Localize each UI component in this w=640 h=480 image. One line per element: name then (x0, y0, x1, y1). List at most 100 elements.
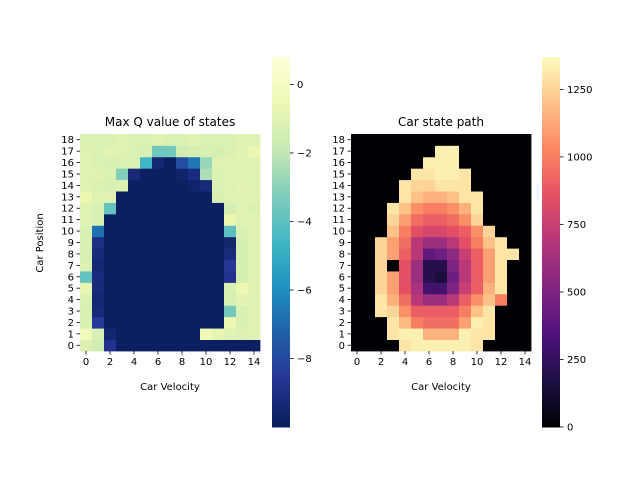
heatmap-cell (447, 282, 460, 295)
heatmap-cell (128, 339, 141, 352)
heatmap-cell (116, 328, 129, 340)
colorbar-segment (542, 66, 560, 70)
heatmap-cell (507, 328, 520, 340)
heatmap-cell (188, 225, 201, 238)
heatmap-cell (188, 179, 201, 192)
colorbar-segment (272, 291, 290, 295)
y-tick-label: 11 (332, 215, 345, 226)
heatmap-cell (176, 328, 189, 340)
car-state-path-heatmap: Car state path 0 2 4 6 8 10 12 14 0123456789101… (332, 57, 592, 434)
colorbar-segment (272, 386, 290, 391)
heatmap-cell (188, 191, 201, 203)
heatmap-cell (411, 145, 424, 158)
colorbar-segment (272, 106, 290, 110)
colorbar-segment (542, 251, 560, 255)
heatmap-cell (483, 213, 496, 226)
heatmap-cell (152, 248, 165, 261)
colorbar-segment (542, 275, 560, 280)
x-tick-label: 2 (107, 357, 113, 368)
heatmap-cell (351, 248, 364, 261)
heatmap-cell (423, 248, 436, 261)
heatmap-cell (212, 248, 225, 261)
heatmap-cell (116, 225, 129, 238)
heatmap-cell (176, 293, 189, 306)
colorbar-tick-label: 1000 (567, 152, 592, 163)
heatmap-cell (164, 236, 177, 249)
colorbar-segment (542, 171, 560, 175)
heatmap-cell (248, 328, 261, 340)
heatmap-cell (212, 134, 225, 146)
colorbar-segment (272, 300, 290, 305)
heatmap-cell (92, 156, 105, 169)
heatmap-cell (363, 134, 376, 146)
heatmap-cell (176, 316, 189, 329)
colorbar-segment (542, 183, 560, 187)
heatmap-cell (140, 316, 153, 329)
y-tick-label: 10 (61, 227, 74, 238)
colorbar-segment (542, 134, 560, 138)
colorbar-segment (272, 103, 290, 107)
heatmap-cell (224, 213, 237, 226)
colorbar-segment (272, 121, 290, 126)
heatmap-cell (224, 145, 237, 158)
colorbar-segment (542, 152, 560, 157)
heatmap-cell (116, 156, 129, 169)
colorbar-segment (272, 312, 290, 317)
colorbar-segment (272, 155, 290, 160)
heatmap-cell (495, 305, 508, 318)
heatmap-cell (236, 271, 249, 283)
heatmap-cell (212, 271, 225, 283)
heatmap-cell (363, 282, 376, 295)
heatmap-cell (411, 271, 424, 283)
colorbar-segment (272, 377, 290, 382)
colorbar-segment (542, 87, 560, 92)
heatmap-cell (152, 156, 165, 169)
heatmap-cell (248, 202, 261, 215)
colorbar: 0 −2 −4 −6 −8 (272, 57, 312, 428)
heatmap-cell (459, 305, 472, 318)
heatmap-cell (411, 134, 424, 146)
heatmap-cell (423, 305, 436, 318)
colorbar-segment (542, 192, 560, 197)
x-tick-label: 2 (378, 357, 384, 368)
colorbar-segment (272, 189, 290, 194)
heatmap-cell (423, 145, 436, 158)
x-tick-label: 14 (248, 357, 261, 368)
colorbar-tick-label: 0 (567, 423, 573, 434)
y-tick-label: 3 (68, 307, 74, 318)
colorbar-segment (272, 374, 290, 379)
colorbar-segment (272, 177, 290, 181)
heatmap-cell (363, 145, 376, 158)
heatmap-cell (519, 271, 532, 283)
colorbar: 0 250 500 750 1000 1250 (542, 57, 592, 434)
heatmap-cell (248, 168, 261, 181)
heatmap-cell (363, 179, 376, 192)
heatmap-cell (459, 248, 472, 261)
heatmap-cell (188, 236, 201, 249)
heatmap-cell (375, 305, 388, 318)
heatmap-cells (80, 134, 261, 352)
colorbar-segment (272, 137, 290, 141)
x-tick-label: 12 (224, 357, 237, 368)
colorbar-segment (272, 263, 290, 268)
heatmap-cell (387, 179, 400, 192)
heatmap-cell (188, 316, 201, 329)
heatmap-cell (435, 168, 448, 181)
colorbar-segment (542, 140, 560, 144)
y-tick-label: 12 (332, 204, 345, 215)
heatmap-cell (248, 305, 261, 318)
y-axis-label: Car Position (35, 213, 46, 272)
heatmap-cell (92, 339, 105, 352)
heatmap-cell (519, 134, 532, 146)
heatmap-cell (399, 213, 412, 226)
colorbar-segment (272, 254, 290, 258)
heatmap-cell (188, 328, 201, 340)
heatmap-cell (116, 202, 129, 215)
colorbar-segment (272, 201, 290, 206)
heatmap-cell (495, 179, 508, 192)
heatmap-cell (200, 282, 213, 295)
heatmap-cell (176, 168, 189, 181)
colorbar-segment (542, 127, 560, 132)
heatmap-cell (176, 339, 189, 352)
